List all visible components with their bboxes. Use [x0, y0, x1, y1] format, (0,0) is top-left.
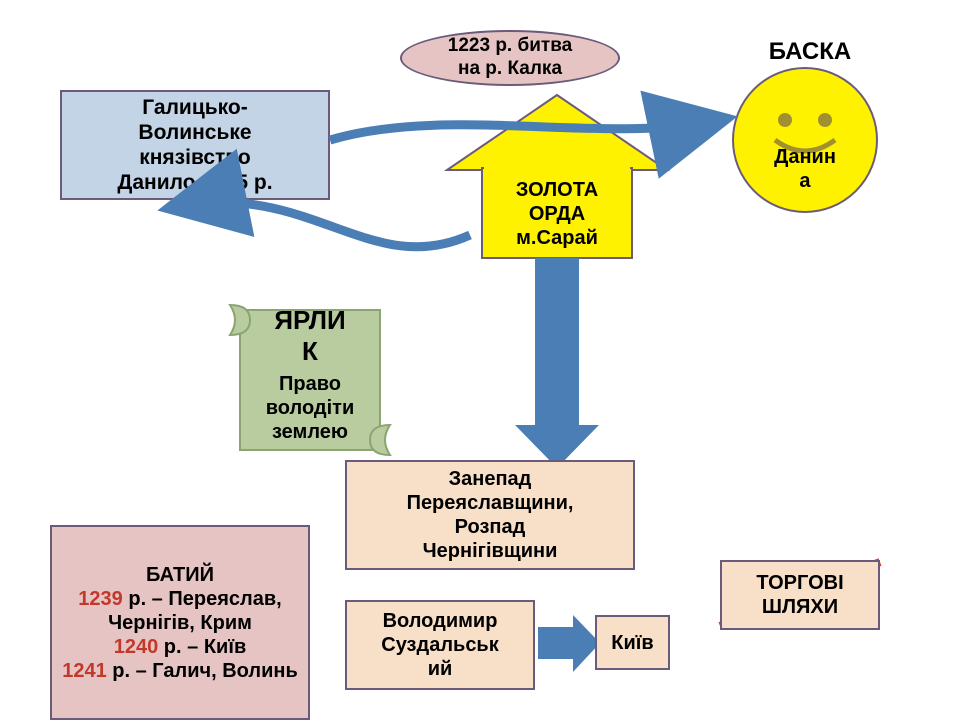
- decline-box: Занепад Переяславщини, Розпад Чернігівщи…: [345, 460, 635, 570]
- decline-text: Занепад Переяславщини, Розпад Чернігівщи…: [407, 467, 574, 563]
- kyiv-text: Київ: [611, 631, 653, 655]
- volodymyr-text: Володимир Суздальськ ий: [381, 609, 499, 681]
- gal-line-1: Волинське: [138, 120, 251, 145]
- trade-box: ТОРГОВІ ШЛЯХИ: [720, 560, 880, 630]
- horde-line-1: ЗОЛОТА: [516, 178, 598, 202]
- trade-text: ТОРГОВІ ШЛЯХИ: [756, 571, 843, 619]
- volodymyr-box: Володимир Суздальськ ий: [345, 600, 535, 690]
- gal-line-0: Галицько-: [142, 95, 247, 120]
- kalka-oval: 1223 р. битва на р. Калка: [400, 30, 620, 86]
- batiy-line-1: 1240 р. – Київ: [114, 635, 247, 659]
- danina-text: Данин а: [774, 145, 836, 193]
- baskak-label: БАСКА К: [745, 38, 875, 96]
- horde-line-3: м.Сарай: [516, 226, 598, 250]
- kalka-text: 1223 р. битва на р. Калка: [448, 35, 572, 81]
- batiy-line-0: 1239 р. – Переяслав, Чернігів, Крим: [57, 587, 303, 635]
- yarlyk-sub: Право володіти землею: [266, 372, 355, 444]
- golden-horde-box: ЗОЛОТА ОРДА м.Сарай: [482, 172, 632, 256]
- gal-line-3: Данило 1245 р.: [117, 170, 272, 195]
- batiy-title: БАТИЙ: [146, 563, 214, 587]
- yarlyk-scroll: ЯРЛИ К Право володіти землею: [225, 300, 395, 460]
- baskak-text: БАСКА К: [769, 38, 851, 96]
- gal-line-2: князівство: [139, 145, 251, 170]
- danina-label: Данин а: [760, 145, 850, 193]
- horde-line-2: ОРДА: [529, 202, 585, 226]
- galician-box: Галицько- Волинське князівство Данило 12…: [60, 90, 330, 200]
- kyiv-box: Київ: [595, 615, 670, 670]
- batiy-box: БАТИЙ 1239 р. – Переяслав, Чернігів, Кри…: [50, 525, 310, 720]
- yarlyk-title: ЯРЛИ К: [274, 305, 345, 367]
- batiy-line-2: 1241 р. – Галич, Волинь: [62, 659, 298, 683]
